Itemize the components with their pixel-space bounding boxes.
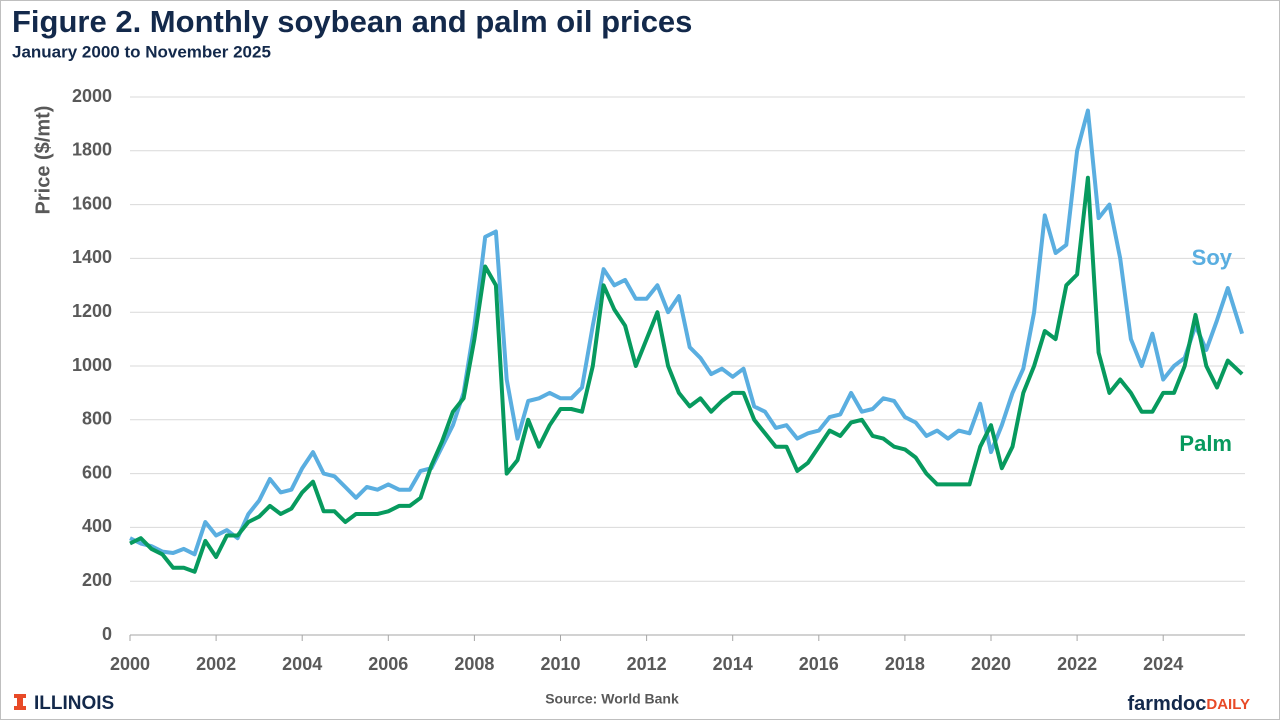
brand-a: farmdoc bbox=[1127, 693, 1206, 715]
y-tick-label: 1200 bbox=[72, 301, 112, 321]
series-line bbox=[129, 175, 1244, 574]
y-tick-label: 0 bbox=[102, 624, 112, 644]
x-tick-label: 2022 bbox=[1057, 654, 1097, 674]
y-tick-label: 800 bbox=[82, 409, 112, 429]
x-tick-label: 2000 bbox=[110, 654, 150, 674]
x-tick-label: 2004 bbox=[282, 654, 322, 674]
y-tick-label: 2000 bbox=[72, 86, 112, 106]
chart-title: Figure 2. Monthly soybean and palm oil p… bbox=[12, 4, 692, 39]
x-tick-label: 2006 bbox=[368, 654, 408, 674]
y-tick-label: 1000 bbox=[72, 355, 112, 375]
illinois-logo: ILLINOIS bbox=[14, 693, 114, 714]
y-tick-label: 1400 bbox=[72, 247, 112, 267]
source: Source: World Bank bbox=[545, 691, 679, 707]
brand: farmdocDAILY bbox=[1127, 693, 1250, 715]
y-tick-label: 200 bbox=[82, 570, 112, 590]
x-tick-label: 2024 bbox=[1143, 654, 1183, 674]
x-tick-label: 2014 bbox=[713, 654, 753, 674]
x-tick-label: 2002 bbox=[196, 654, 236, 674]
legend-label: Soy bbox=[1192, 245, 1233, 270]
y-tick-label: 400 bbox=[82, 516, 112, 536]
legend-label: Palm bbox=[1179, 431, 1232, 456]
logo-text: ILLINOIS bbox=[34, 693, 114, 714]
y-tick-label: 1800 bbox=[72, 140, 112, 160]
x-tick-label: 2016 bbox=[799, 654, 839, 674]
x-tick-label: 2012 bbox=[627, 654, 667, 674]
y-tick-label: 600 bbox=[82, 462, 112, 482]
x-tick-label: 2020 bbox=[971, 654, 1011, 674]
chart-subtitle: January 2000 to November 2025 bbox=[12, 42, 271, 61]
logo-mark bbox=[14, 694, 26, 710]
x-tick-label: 2008 bbox=[454, 654, 494, 674]
brand-b: DAILY bbox=[1206, 696, 1250, 713]
x-tick-label: 2018 bbox=[885, 654, 925, 674]
y-axis-label: Price ($/mt) bbox=[32, 106, 54, 215]
y-tick-label: 1600 bbox=[72, 193, 112, 213]
series-line bbox=[129, 108, 1245, 557]
x-tick-label: 2010 bbox=[540, 654, 580, 674]
